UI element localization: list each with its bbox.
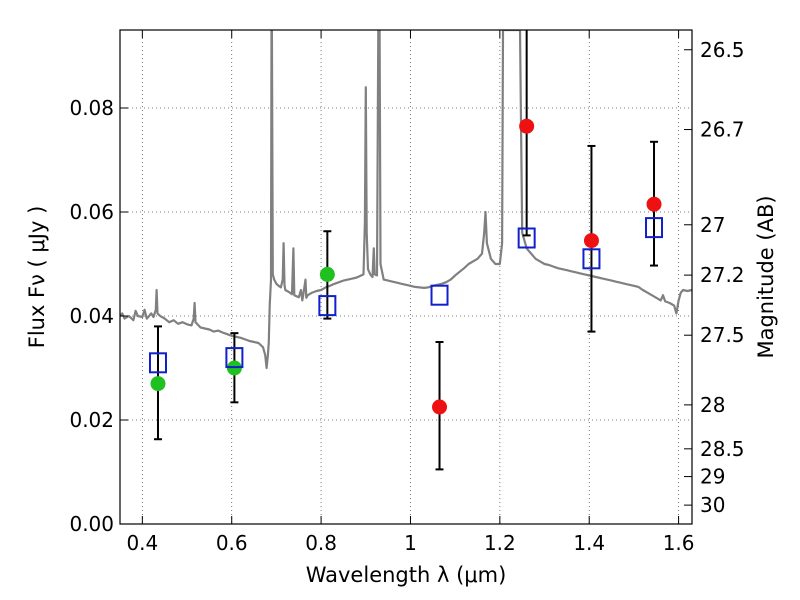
y-tick-label: 0.00 — [69, 512, 114, 536]
red-data-point — [646, 196, 662, 212]
y2-tick-label: 28.5 — [700, 437, 745, 461]
y2-tick-label: 27.5 — [700, 323, 745, 347]
x-tick-label: 1.6 — [663, 531, 695, 555]
y-tick-label: 0.02 — [69, 408, 114, 432]
y2-tick-label: 27.2 — [700, 263, 745, 287]
red-data-point — [432, 399, 448, 415]
blue-square-point — [517, 227, 536, 249]
axis-ticks: 0.4 0.6 0.8 1 1.2 1.4 1.6 0.00 0.02 0.04 0.06 0.08 2… — [69, 30, 745, 555]
plot-frame — [119, 29, 693, 525]
blue-square-point — [225, 347, 244, 369]
blue-square-point — [318, 295, 337, 317]
error-bar-group — [153, 30, 659, 471]
y2-axis-label: Magnitude (AB) — [754, 195, 778, 358]
x-tick-label: 0.4 — [126, 531, 158, 555]
spectrum-line — [120, 30, 692, 370]
red-data-point — [519, 118, 535, 134]
y-tick-label: 0.04 — [69, 304, 114, 328]
x-tick-label: 1.2 — [484, 531, 516, 555]
grid-lines — [120, 30, 692, 524]
y2-tick-label: 29 — [700, 465, 725, 489]
y2-tick-label: 28 — [700, 393, 725, 417]
y-tick-label: 0.06 — [69, 200, 114, 224]
x-tick-label: 1 — [404, 531, 417, 555]
data-points-group — [148, 118, 664, 415]
red-data-point — [583, 233, 599, 249]
y2-tick-label: 30 — [700, 493, 725, 517]
green-data-point — [319, 266, 335, 282]
blue-square-point — [430, 284, 449, 306]
green-data-point — [150, 376, 166, 392]
x-axis-label: Wavelength λ (μm) — [306, 563, 507, 587]
y2-tick-label: 27 — [700, 213, 725, 237]
blue-square-point — [582, 248, 601, 270]
x-tick-label: 0.8 — [305, 531, 337, 555]
y2-tick-label: 26.5 — [700, 38, 745, 62]
y2-tick-label: 26.7 — [700, 118, 745, 142]
x-tick-label: 0.6 — [216, 531, 248, 555]
y-axis-label: Flux Fν ( μJy ) — [25, 206, 49, 349]
spectrum-curve-group — [120, 30, 692, 370]
y-tick-label: 0.08 — [69, 96, 114, 120]
blue-square-point — [148, 352, 167, 374]
blue-square-point — [645, 217, 664, 239]
x-tick-label: 1.4 — [573, 531, 605, 555]
